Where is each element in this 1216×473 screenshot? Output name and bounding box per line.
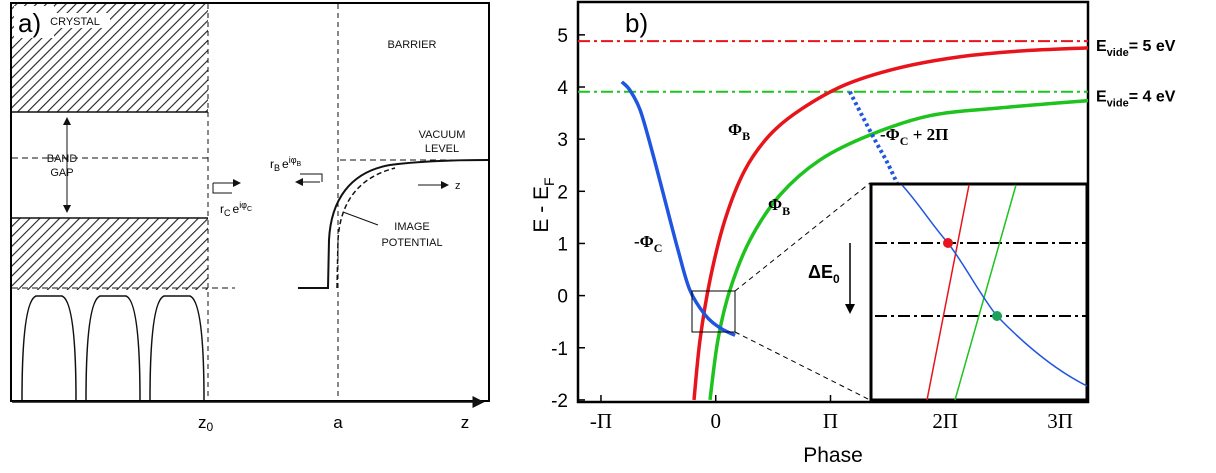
- label-sub: C: [654, 241, 663, 255]
- label-main: Φ: [768, 195, 782, 214]
- label-sub: vide: [1107, 47, 1129, 59]
- x-tick-label: -Π: [590, 409, 612, 433]
- rb-part: B: [274, 163, 280, 173]
- rich-label: -ΦC: [634, 232, 662, 255]
- panel-label: b): [625, 8, 648, 38]
- label-bg: [14, 6, 54, 38]
- rich-label: -ΦC + 2Π: [880, 125, 948, 148]
- crystal-label: CRYSTAL: [50, 16, 100, 28]
- inset-dot: [992, 311, 1002, 321]
- label-sub: C: [900, 134, 909, 148]
- label-main: -Φ: [634, 232, 654, 251]
- zoom-link: [734, 331, 871, 401]
- inset-dot: [943, 238, 953, 248]
- y-tick-label: 1: [557, 234, 568, 255]
- y-tick-label: 4: [557, 78, 568, 99]
- x-axis-label: Phase: [803, 444, 863, 467]
- y-tick-label: -2: [551, 391, 568, 412]
- rich-label: Evide= 5 eV: [1096, 38, 1176, 59]
- label-sub: B: [782, 204, 790, 218]
- x-tick-label: 3Π: [1047, 409, 1073, 433]
- vacuum-level-label: VACUUM: [419, 129, 466, 141]
- inset-red: [926, 184, 970, 401]
- z0-part: z: [198, 413, 207, 432]
- inset: [869, 182, 1089, 402]
- wave-arrow: [212, 183, 232, 194]
- y-tick-label: -1: [551, 339, 568, 360]
- label-rest: = 5 eV: [1129, 38, 1176, 55]
- barrier-label: BARRIER: [388, 39, 437, 51]
- curve: [708, 98, 1088, 401]
- panel-label: a): [18, 8, 41, 38]
- inset-blue: [901, 184, 1088, 387]
- y-tick-label: 2: [557, 182, 568, 203]
- label-rest: + 2Π: [908, 125, 948, 144]
- zoom-link: [734, 182, 871, 292]
- z-label: z: [461, 413, 470, 432]
- label-sub: 0: [833, 272, 840, 286]
- potential-wells: [21, 295, 205, 401]
- rb-part: B: [297, 161, 302, 168]
- rich-label: ΦB: [768, 195, 790, 218]
- label-main: -Φ: [880, 125, 900, 144]
- rich-label: ΦB: [728, 120, 750, 143]
- rc-part: iφ: [239, 200, 247, 210]
- curve: [848, 90, 899, 184]
- inset-green: [954, 184, 1017, 401]
- label-sub: F: [541, 177, 557, 186]
- label-main: E: [1096, 89, 1107, 106]
- a-label: a: [333, 413, 343, 432]
- x-tick-label: 0: [710, 409, 721, 433]
- curve: [620, 80, 736, 337]
- wave-arrow: [300, 173, 323, 182]
- vacuum-level-label: LEVEL: [425, 143, 459, 155]
- panel-a: a) CRYSTAL BARRIER BAND GAP VACUUM LEVEL…: [10, 2, 490, 434]
- rich-label: Evide= 4 eV: [1096, 89, 1176, 110]
- rc-label: rC eiφC: [220, 200, 252, 218]
- z0-label: z0: [198, 413, 214, 434]
- rb-part: iφ: [289, 155, 297, 165]
- y-axis-label: E - EF: [530, 177, 557, 232]
- image-potential-curve: [336, 167, 396, 289]
- y-tick-label: 5: [557, 26, 568, 47]
- label-main: E - E: [530, 186, 553, 233]
- y-tick-label: 0: [557, 287, 568, 308]
- band-gap-label: BAND: [47, 153, 78, 165]
- leader-line: [342, 211, 379, 226]
- label-sub: B: [742, 129, 750, 143]
- x-tick-label: 2Π: [932, 409, 958, 433]
- label-main: ΔE: [808, 262, 833, 282]
- rc-part: C: [224, 208, 231, 218]
- label-main: E: [1096, 38, 1107, 55]
- z-arrow-label: z: [455, 180, 461, 192]
- x-tick-label: Π: [823, 409, 838, 433]
- rb-part: e: [282, 157, 289, 171]
- rich-label: ΔE0: [808, 262, 840, 286]
- z0-part: 0: [207, 420, 214, 434]
- rb-label: rB eiφB: [270, 155, 302, 173]
- y-tick-label: 3: [557, 130, 568, 151]
- image-potential-label: POTENTIAL: [381, 237, 442, 249]
- zoom-box: [691, 290, 736, 333]
- rc-part: e: [233, 202, 240, 216]
- curve: [692, 46, 1088, 401]
- delta-arrowhead: [845, 304, 855, 314]
- rc-part: C: [247, 206, 252, 213]
- label-main: Φ: [728, 120, 742, 139]
- label-sub: vide: [1107, 98, 1129, 110]
- crystal-hatch: [12, 218, 208, 290]
- band-gap-label: GAP: [50, 167, 73, 179]
- rb-part: r: [270, 157, 274, 171]
- label-bg: [40, 13, 110, 28]
- image-potential-label: IMAGE: [394, 221, 429, 233]
- barrier-potential: [298, 159, 489, 289]
- rc-part: r: [220, 202, 224, 216]
- label-rest: = 4 eV: [1129, 89, 1176, 106]
